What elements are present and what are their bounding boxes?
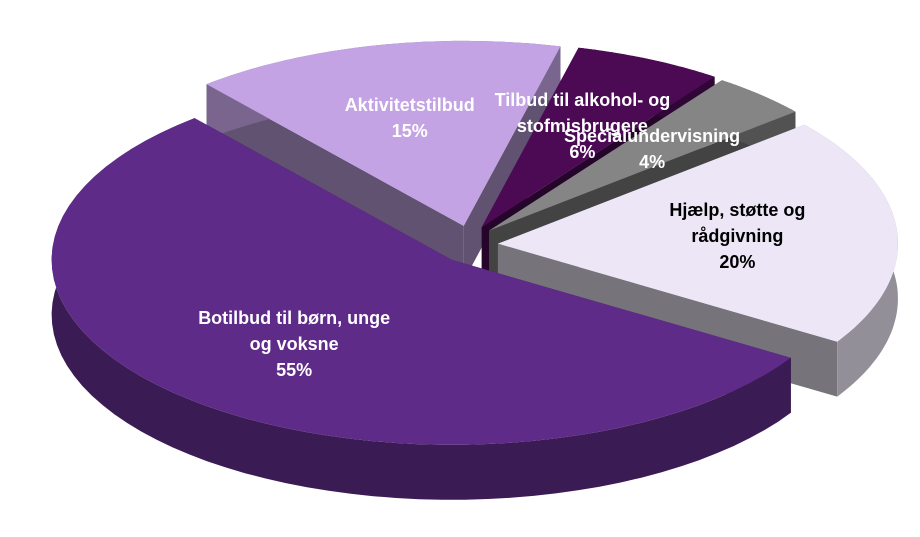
- value-label: 15%: [391, 120, 428, 141]
- slice-label: Botilbud til børn, unge og voksne 55%: [194, 305, 394, 383]
- value-label: 4%: [639, 152, 666, 173]
- slice-top: [206, 40, 561, 226]
- category-label: Botilbud til børn, unge og voksne: [198, 307, 391, 354]
- category-label: Aktivitetstilbud: [344, 94, 475, 115]
- slice-top: [497, 124, 898, 342]
- value-label: 55%: [276, 359, 313, 380]
- slice-top: [489, 80, 796, 231]
- category-label: Hjælp, støtte og rådgivning: [669, 199, 806, 246]
- slice-top: [51, 118, 791, 445]
- value-label: 6%: [569, 142, 596, 163]
- slice-label: Specialundervisning 4%: [552, 123, 752, 175]
- category-label: Specialundervisning: [564, 126, 741, 147]
- slice-label: Aktivitetstilbud 15%: [310, 92, 510, 144]
- slice-label: Tilbud til alkohol- og stofmisbrugere 6%: [482, 87, 682, 165]
- slice-label: Hjælp, støtte og rådgivning 20%: [637, 197, 837, 275]
- value-label: 20%: [719, 251, 756, 272]
- slice-top: [481, 47, 715, 228]
- category-label: Tilbud til alkohol- og stofmisbrugere: [494, 90, 671, 137]
- slice: [51, 118, 791, 500]
